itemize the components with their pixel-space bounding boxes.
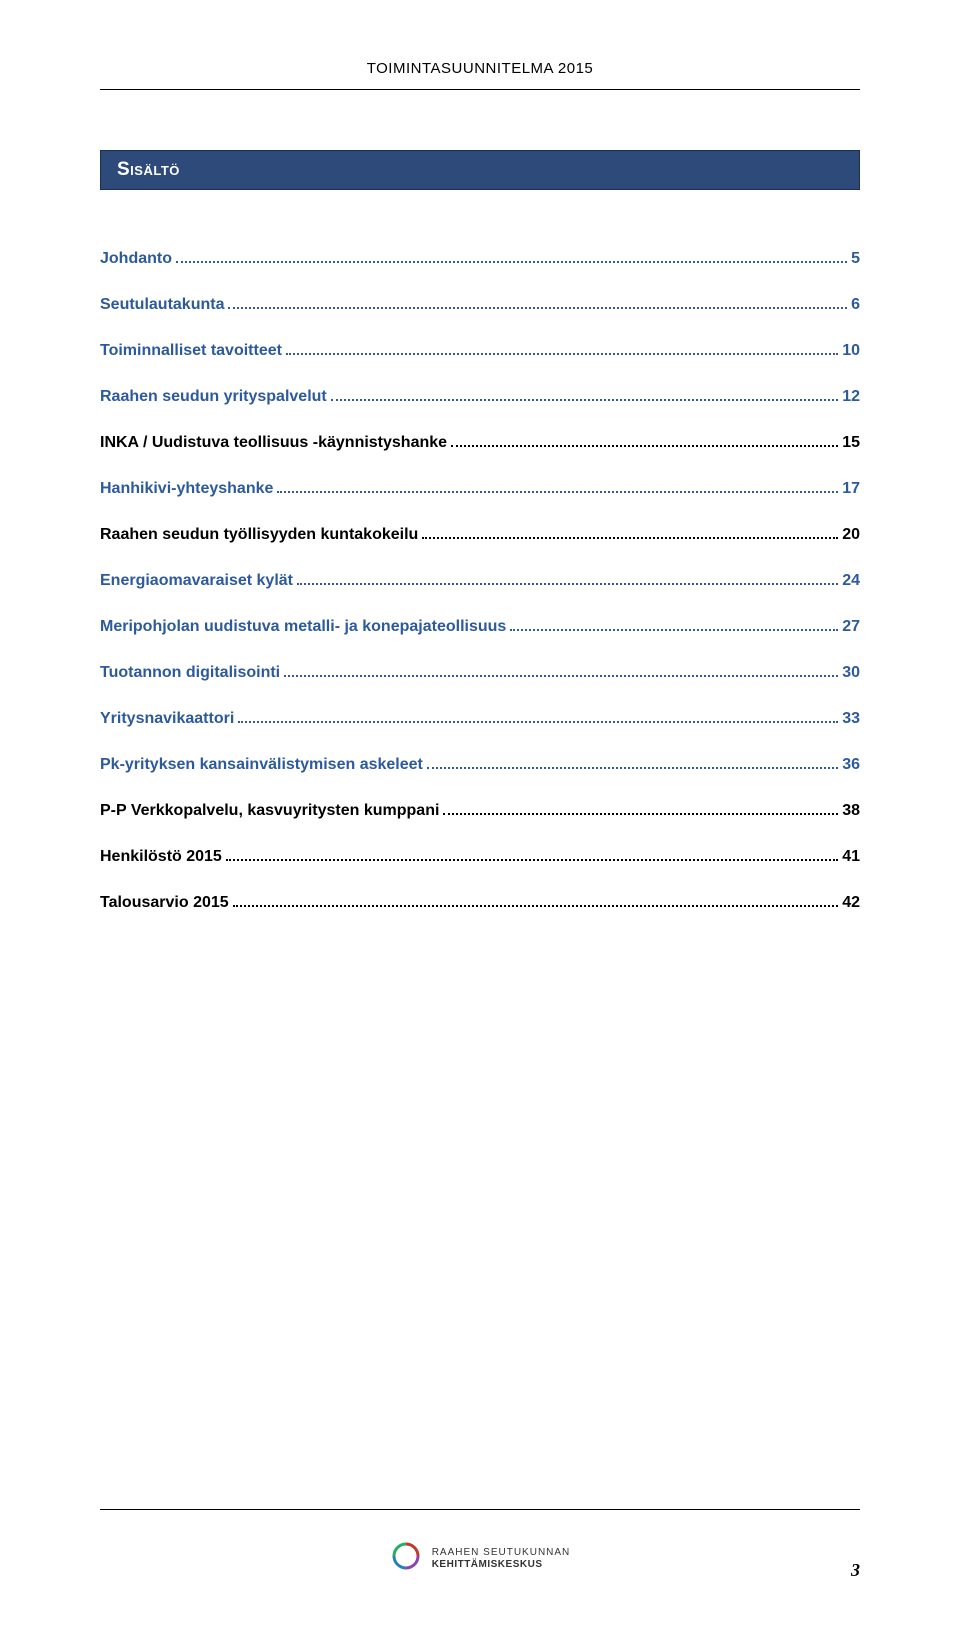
toc-leader	[443, 813, 838, 815]
toc-label: Pk-yrityksen kansainvälistymisen askelee…	[100, 756, 423, 774]
toc-label: Meripohjolan uudistuva metalli- ja konep…	[100, 618, 506, 636]
toc-entry[interactable]: Pk-yrityksen kansainvälistymisen askelee…	[100, 756, 860, 774]
toc-page: 30	[842, 664, 860, 682]
header-rule	[100, 89, 860, 90]
page-header: TOIMINTASUUNNITELMA 2015	[100, 60, 860, 77]
toc-leader	[226, 859, 838, 861]
toc-entry[interactable]: Seutulautakunta 6	[100, 296, 860, 314]
footer-rule	[100, 1509, 860, 1510]
toc-leader	[233, 905, 839, 907]
toc-label: Toiminnalliset tavoitteet	[100, 342, 282, 360]
toc-page: 5	[851, 250, 860, 268]
toc-label: Yritysnavikaattori	[100, 710, 234, 728]
toc-leader	[297, 583, 838, 585]
toc-label: Henkilöstö 2015	[100, 848, 222, 866]
footer-logo-line1: RAAHEN SEUTUKUNNAN	[432, 1547, 571, 1559]
toc-page: 33	[842, 710, 860, 728]
toc-leader	[238, 721, 838, 723]
toc-page: 42	[842, 894, 860, 912]
toc-leader	[277, 491, 838, 493]
toc-leader	[510, 629, 838, 631]
toc-entry[interactable]: Tuotannon digitalisointi 30	[100, 664, 860, 682]
toc-page: 24	[842, 572, 860, 590]
toc-leader	[427, 767, 838, 769]
toc-label: Hanhikivi-yhteyshanke	[100, 480, 273, 498]
toc-entry[interactable]: Johdanto 5	[100, 250, 860, 268]
toc-entry[interactable]: Yritysnavikaattori 33	[100, 710, 860, 728]
toc-page: 10	[842, 342, 860, 360]
footer-logo-line2: KEHITTÄMISKESKUS	[432, 1559, 571, 1571]
toc-leader	[286, 353, 838, 355]
page-number: 3	[851, 1560, 860, 1581]
toc-label: P-P Verkkopalvelu, kasvuyritysten kumppa…	[100, 802, 439, 820]
toc-label: Talousarvio 2015	[100, 894, 229, 912]
toc-entry[interactable]: Henkilöstö 2015 41	[100, 848, 860, 866]
toc-label: Tuotannon digitalisointi	[100, 664, 280, 682]
toc-entry[interactable]: Raahen seudun työllisyyden kuntakokeilu …	[100, 526, 860, 544]
footer-logo: RAAHEN SEUTUKUNNAN KEHITTÄMISKESKUS	[390, 1540, 571, 1577]
toc-leader	[176, 261, 847, 263]
toc-label: INKA / Uudistuva teollisuus -käynnistysh…	[100, 434, 447, 452]
toc-entry[interactable]: Raahen seudun yrityspalvelut 12	[100, 388, 860, 406]
toc-leader	[284, 675, 838, 677]
toc-entry[interactable]: Talousarvio 2015 42	[100, 894, 860, 912]
toc-entry[interactable]: Energiaomavaraiset kylät 24	[100, 572, 860, 590]
toc-page: 36	[842, 756, 860, 774]
toc-page: 41	[842, 848, 860, 866]
toc-entry[interactable]: Meripohjolan uudistuva metalli- ja konep…	[100, 618, 860, 636]
toc-leader	[228, 307, 847, 309]
toc-page: 38	[842, 802, 860, 820]
toc-leader	[331, 399, 838, 401]
toc-leader	[422, 537, 838, 539]
toc-page: 17	[842, 480, 860, 498]
toc-label: Seutulautakunta	[100, 296, 224, 314]
toc-page: 6	[851, 296, 860, 314]
section-banner: Sisältö	[100, 150, 860, 190]
logo-ring-icon	[390, 1540, 422, 1577]
toc-page: 27	[842, 618, 860, 636]
toc-entry[interactable]: Hanhikivi-yhteyshanke 17	[100, 480, 860, 498]
toc-entry[interactable]: INKA / Uudistuva teollisuus -käynnistysh…	[100, 434, 860, 452]
toc-page: 12	[842, 388, 860, 406]
toc-label: Raahen seudun työllisyyden kuntakokeilu	[100, 526, 418, 544]
toc-entry[interactable]: P-P Verkkopalvelu, kasvuyritysten kumppa…	[100, 802, 860, 820]
table-of-contents: Johdanto 5 Seutulautakunta 6 Toiminnalli…	[100, 250, 860, 912]
toc-entry[interactable]: Toiminnalliset tavoitteet 10	[100, 342, 860, 360]
page-footer: RAAHEN SEUTUKUNNAN KEHITTÄMISKESKUS 3	[100, 1509, 860, 1577]
toc-label: Raahen seudun yrityspalvelut	[100, 388, 327, 406]
toc-label: Johdanto	[100, 250, 172, 268]
toc-page: 20	[842, 526, 860, 544]
toc-page: 15	[842, 434, 860, 452]
toc-label: Energiaomavaraiset kylät	[100, 572, 293, 590]
toc-leader	[451, 445, 838, 447]
